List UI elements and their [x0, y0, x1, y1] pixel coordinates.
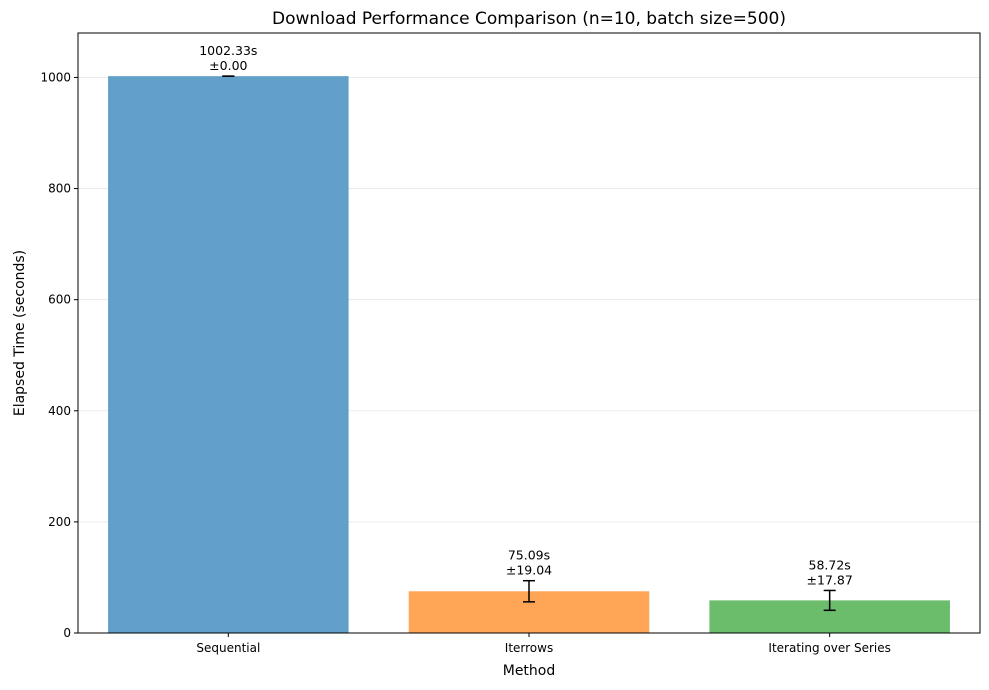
- x-axis-title: Method: [503, 663, 556, 679]
- x-axis-ticks: Sequential Iterrows Iterating over Series: [196, 633, 891, 655]
- x-tick-label: Iterrows: [505, 641, 553, 655]
- error-label: ±0.00: [209, 58, 247, 73]
- data-labels: 1002.33s±0.00 75.09s±19.04 58.72s±17.87: [199, 43, 853, 587]
- error-label: ±19.04: [506, 563, 552, 578]
- value-label: 58.72s: [809, 557, 851, 572]
- bars: [108, 76, 950, 633]
- error-label: ±17.87: [807, 572, 853, 587]
- y-axis-ticks: 0 200 400 600 800 1000: [40, 70, 78, 640]
- chart-title: Download Performance Comparison (n=10, b…: [272, 9, 786, 29]
- y-tick-label: 200: [48, 515, 71, 529]
- x-tick-label: Sequential: [196, 641, 260, 655]
- x-tick-label: Iterating over Series: [768, 641, 890, 655]
- y-tick-label: 600: [48, 293, 71, 307]
- y-tick-label: 1000: [40, 70, 71, 84]
- y-tick-label: 400: [48, 404, 71, 418]
- value-label: 75.09s: [508, 548, 550, 563]
- value-label: 1002.33s: [199, 43, 257, 58]
- y-tick-label: 0: [63, 626, 71, 640]
- y-axis-title: Elapsed Time (seconds): [12, 250, 28, 416]
- error-bars: [222, 75, 836, 612]
- bar-0: [108, 76, 349, 633]
- y-tick-label: 800: [48, 182, 71, 196]
